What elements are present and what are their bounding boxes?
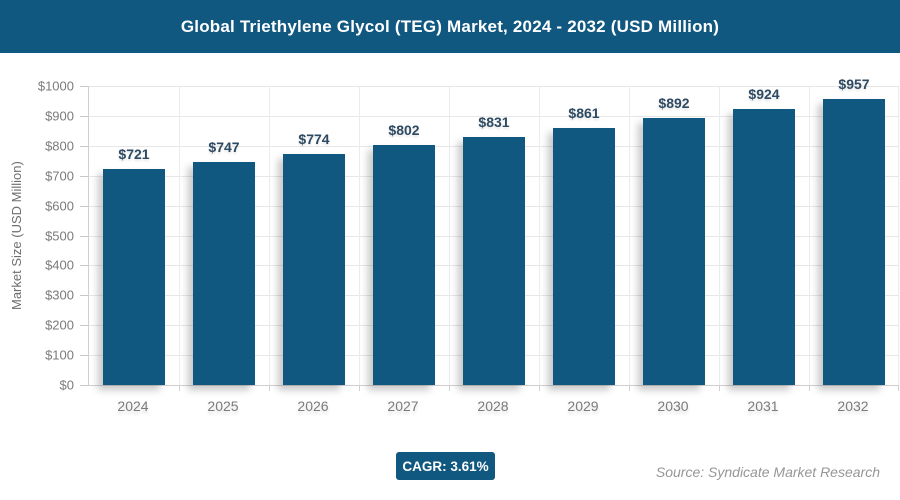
y-tick-mark xyxy=(80,86,88,87)
v-gridline xyxy=(629,86,630,385)
x-tick-label: 2031 xyxy=(747,398,779,414)
x-tick-label: 2024 xyxy=(117,398,149,414)
x-tick-mark xyxy=(359,386,360,391)
bar-value-label: $802 xyxy=(388,122,420,138)
y-tick-label: $0 xyxy=(59,377,74,393)
bar xyxy=(193,162,255,385)
v-gridline xyxy=(809,86,810,385)
x-tick-label: 2029 xyxy=(567,398,599,414)
y-tick-label: $1000 xyxy=(37,78,74,94)
h-gridline xyxy=(89,86,899,87)
y-tick-mark xyxy=(80,145,88,147)
x-tick-mark xyxy=(179,386,180,391)
bar xyxy=(553,128,615,385)
y-tick-label: $200 xyxy=(45,317,74,333)
v-gridline xyxy=(449,86,450,385)
x-tick-label: 2032 xyxy=(837,398,869,414)
y-tick-label: $400 xyxy=(45,257,74,273)
y-tick-label: $900 xyxy=(45,108,74,124)
v-gridline xyxy=(898,86,899,385)
x-tick-mark xyxy=(719,386,720,391)
chart-title: Global Triethylene Glycol (TEG) Market, … xyxy=(180,16,720,36)
x-tick-label: 2030 xyxy=(657,398,689,414)
y-tick-mark xyxy=(80,205,88,207)
v-gridline xyxy=(179,86,180,385)
x-tick-label: 2028 xyxy=(477,398,509,414)
x-tick-label: 2026 xyxy=(297,398,329,414)
bar xyxy=(103,169,165,385)
bar-value-label: $924 xyxy=(748,86,780,102)
y-tick-mark xyxy=(80,325,88,327)
bar xyxy=(823,99,885,385)
y-tick-mark xyxy=(80,295,88,297)
chart-title-bar: Global Triethylene Glycol (TEG) Market, … xyxy=(0,0,900,53)
x-tick-mark xyxy=(539,386,540,391)
bar xyxy=(373,145,435,385)
y-tick-label: $100 xyxy=(45,347,74,363)
x-tick-mark xyxy=(629,386,630,391)
v-gridline xyxy=(269,86,270,385)
bar-value-label: $892 xyxy=(658,95,690,111)
cagr-badge: CAGR: 3.61% xyxy=(396,452,495,480)
y-tick-mark xyxy=(80,265,88,267)
v-gridline xyxy=(539,86,540,385)
y-tick-mark xyxy=(80,115,88,117)
y-axis-tick-labels: $0 $100 $200 $300 $400 $500 $600 $700 $800 $900 $1… xyxy=(0,79,88,393)
y-tick-label: $500 xyxy=(45,228,74,243)
bar-value-label: $861 xyxy=(568,105,600,121)
y-tick-mark xyxy=(80,385,88,386)
y-tick-mark xyxy=(80,175,88,177)
plot-area: $721 $747 $774 $802 $831 $861 $892 $924 $957 xyxy=(88,76,899,391)
y-tick-mark xyxy=(80,355,88,357)
x-tick-label: 2027 xyxy=(387,398,419,414)
x-tick-label: 2025 xyxy=(207,398,239,414)
y-tick-label: $300 xyxy=(45,287,74,303)
y-tick-label: $700 xyxy=(45,168,74,184)
bar xyxy=(283,154,345,385)
bar xyxy=(463,137,525,385)
x-tick-mark xyxy=(449,386,450,391)
bar xyxy=(643,118,705,385)
x-tick-mark xyxy=(809,386,810,391)
bar-value-label: $957 xyxy=(838,76,870,92)
bar xyxy=(733,109,795,385)
bar-value-label: $774 xyxy=(298,131,330,147)
h-gridline xyxy=(89,115,899,117)
x-axis-labels: 2024 2025 2026 2027 2028 2029 2030 2031 2032 xyxy=(88,398,898,418)
source-attribution: Source: Syndicate Market Research xyxy=(655,464,880,480)
bar-value-label: $747 xyxy=(208,139,240,155)
x-tick-mark xyxy=(269,386,270,391)
x-tick-mark xyxy=(898,386,899,391)
bar-value-label: $721 xyxy=(118,146,150,162)
y-tick-label: $800 xyxy=(45,138,74,154)
v-gridline xyxy=(359,86,360,385)
y-tick-mark xyxy=(80,235,88,237)
v-gridline xyxy=(719,86,720,385)
y-tick-label: $600 xyxy=(45,198,74,214)
bar-value-label: $831 xyxy=(478,114,510,130)
